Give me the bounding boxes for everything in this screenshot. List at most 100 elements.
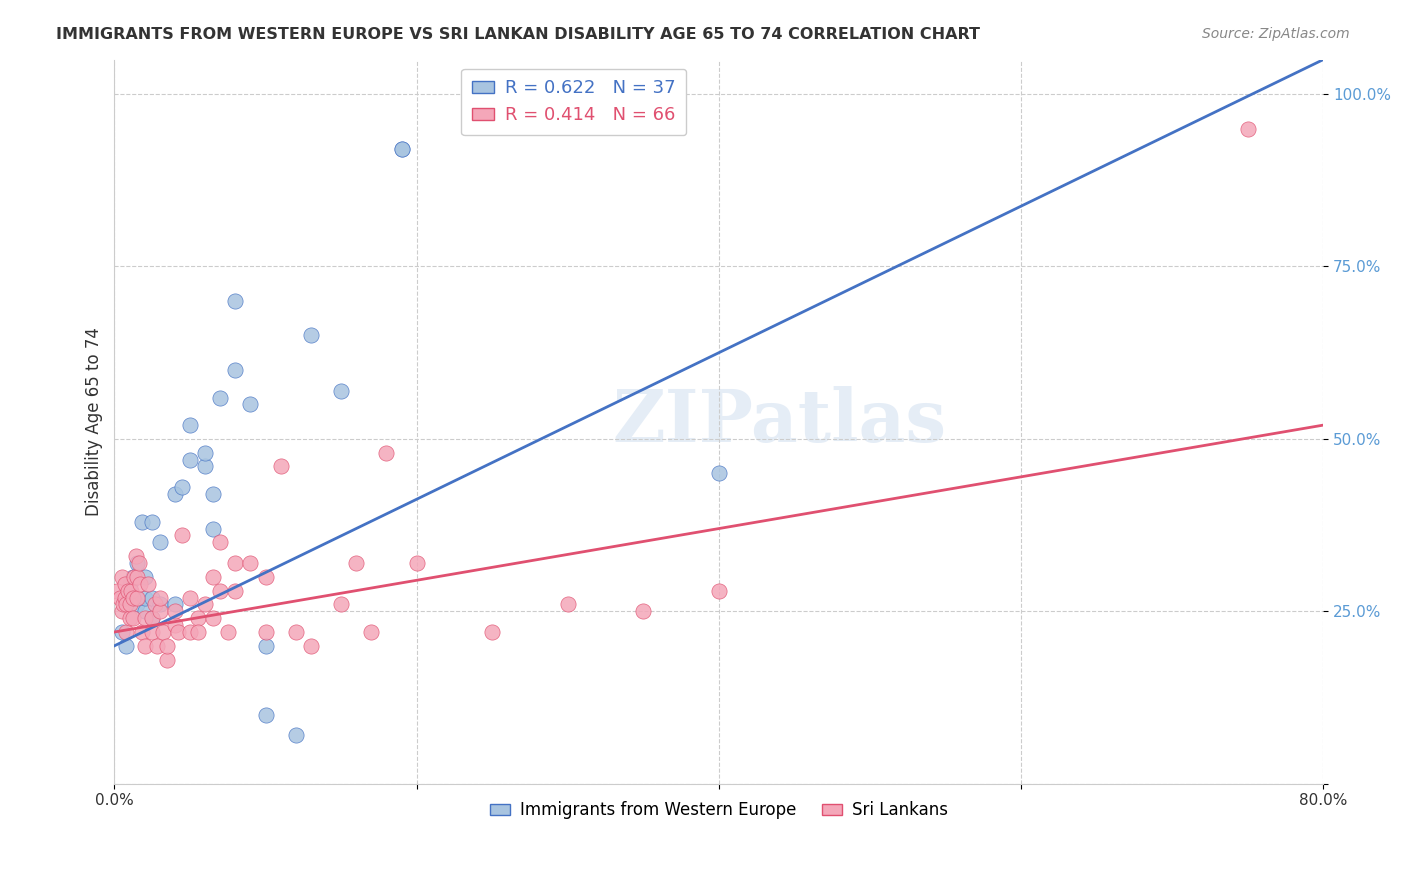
Point bbox=[201, 570, 224, 584]
Point bbox=[1236, 121, 1258, 136]
Point bbox=[114, 576, 136, 591]
Point bbox=[707, 467, 730, 481]
Point bbox=[111, 604, 134, 618]
Point bbox=[118, 583, 141, 598]
Point bbox=[224, 363, 246, 377]
Point bbox=[163, 487, 186, 501]
Point bbox=[125, 591, 148, 605]
Point bbox=[121, 611, 143, 625]
Point bbox=[125, 570, 148, 584]
Point bbox=[134, 639, 156, 653]
Point bbox=[111, 625, 134, 640]
Point bbox=[124, 549, 146, 563]
Point bbox=[391, 142, 413, 156]
Point bbox=[707, 583, 730, 598]
Point bbox=[118, 611, 141, 625]
Text: Source: ZipAtlas.com: Source: ZipAtlas.com bbox=[1202, 27, 1350, 41]
Legend: Immigrants from Western Europe, Sri Lankans: Immigrants from Western Europe, Sri Lank… bbox=[484, 795, 955, 826]
Point bbox=[134, 604, 156, 618]
Point bbox=[299, 328, 322, 343]
Point bbox=[186, 625, 208, 640]
Point bbox=[156, 652, 179, 666]
Point bbox=[167, 625, 190, 640]
Point bbox=[284, 729, 307, 743]
Point bbox=[194, 446, 217, 460]
Point bbox=[117, 583, 139, 598]
Point bbox=[172, 528, 194, 542]
Point bbox=[284, 625, 307, 640]
Point bbox=[194, 459, 217, 474]
Point bbox=[128, 556, 150, 570]
Point bbox=[118, 598, 141, 612]
Point bbox=[299, 639, 322, 653]
Point bbox=[134, 570, 156, 584]
Point bbox=[186, 611, 208, 625]
Point bbox=[141, 611, 163, 625]
Point bbox=[405, 556, 427, 570]
Point bbox=[481, 625, 503, 640]
Point bbox=[209, 391, 232, 405]
Point bbox=[254, 639, 277, 653]
Point bbox=[179, 452, 201, 467]
Point bbox=[209, 583, 232, 598]
Point bbox=[633, 604, 655, 618]
Point bbox=[112, 598, 135, 612]
Point bbox=[163, 604, 186, 618]
Y-axis label: Disability Age 65 to 74: Disability Age 65 to 74 bbox=[86, 327, 103, 516]
Point bbox=[145, 639, 167, 653]
Point bbox=[121, 570, 143, 584]
Point bbox=[110, 591, 132, 605]
Point bbox=[360, 625, 382, 640]
Point bbox=[163, 598, 186, 612]
Text: ZIPatlas: ZIPatlas bbox=[612, 386, 946, 458]
Point bbox=[156, 639, 179, 653]
Point bbox=[149, 591, 172, 605]
Point bbox=[118, 576, 141, 591]
Point bbox=[239, 397, 262, 411]
Point bbox=[209, 535, 232, 549]
Point bbox=[391, 142, 413, 156]
Point bbox=[131, 515, 153, 529]
Point bbox=[179, 591, 201, 605]
Point bbox=[122, 570, 145, 584]
Point bbox=[194, 598, 217, 612]
Point bbox=[149, 535, 172, 549]
Point bbox=[121, 591, 143, 605]
Point bbox=[344, 556, 367, 570]
Point bbox=[115, 598, 138, 612]
Point bbox=[134, 611, 156, 625]
Point bbox=[270, 459, 292, 474]
Point bbox=[129, 576, 152, 591]
Point bbox=[557, 598, 579, 612]
Point bbox=[201, 611, 224, 625]
Point bbox=[115, 625, 138, 640]
Point bbox=[114, 591, 136, 605]
Point bbox=[125, 556, 148, 570]
Point bbox=[224, 293, 246, 308]
Point bbox=[149, 604, 172, 618]
Point bbox=[172, 480, 194, 494]
Point bbox=[163, 618, 186, 632]
Point bbox=[107, 583, 129, 598]
Point bbox=[143, 598, 166, 612]
Point bbox=[141, 625, 163, 640]
Point bbox=[131, 625, 153, 640]
Point bbox=[201, 487, 224, 501]
Point bbox=[125, 598, 148, 612]
Point bbox=[120, 583, 142, 598]
Point bbox=[115, 639, 138, 653]
Point bbox=[149, 598, 172, 612]
Point bbox=[254, 625, 277, 640]
Point bbox=[179, 418, 201, 433]
Point bbox=[141, 591, 163, 605]
Point bbox=[224, 556, 246, 570]
Point bbox=[254, 707, 277, 722]
Point bbox=[179, 625, 201, 640]
Point bbox=[152, 625, 174, 640]
Point bbox=[375, 446, 398, 460]
Point bbox=[141, 611, 163, 625]
Point bbox=[201, 522, 224, 536]
Point bbox=[136, 576, 159, 591]
Text: IMMIGRANTS FROM WESTERN EUROPE VS SRI LANKAN DISABILITY AGE 65 TO 74 CORRELATION: IMMIGRANTS FROM WESTERN EUROPE VS SRI LA… bbox=[56, 27, 980, 42]
Point bbox=[111, 570, 134, 584]
